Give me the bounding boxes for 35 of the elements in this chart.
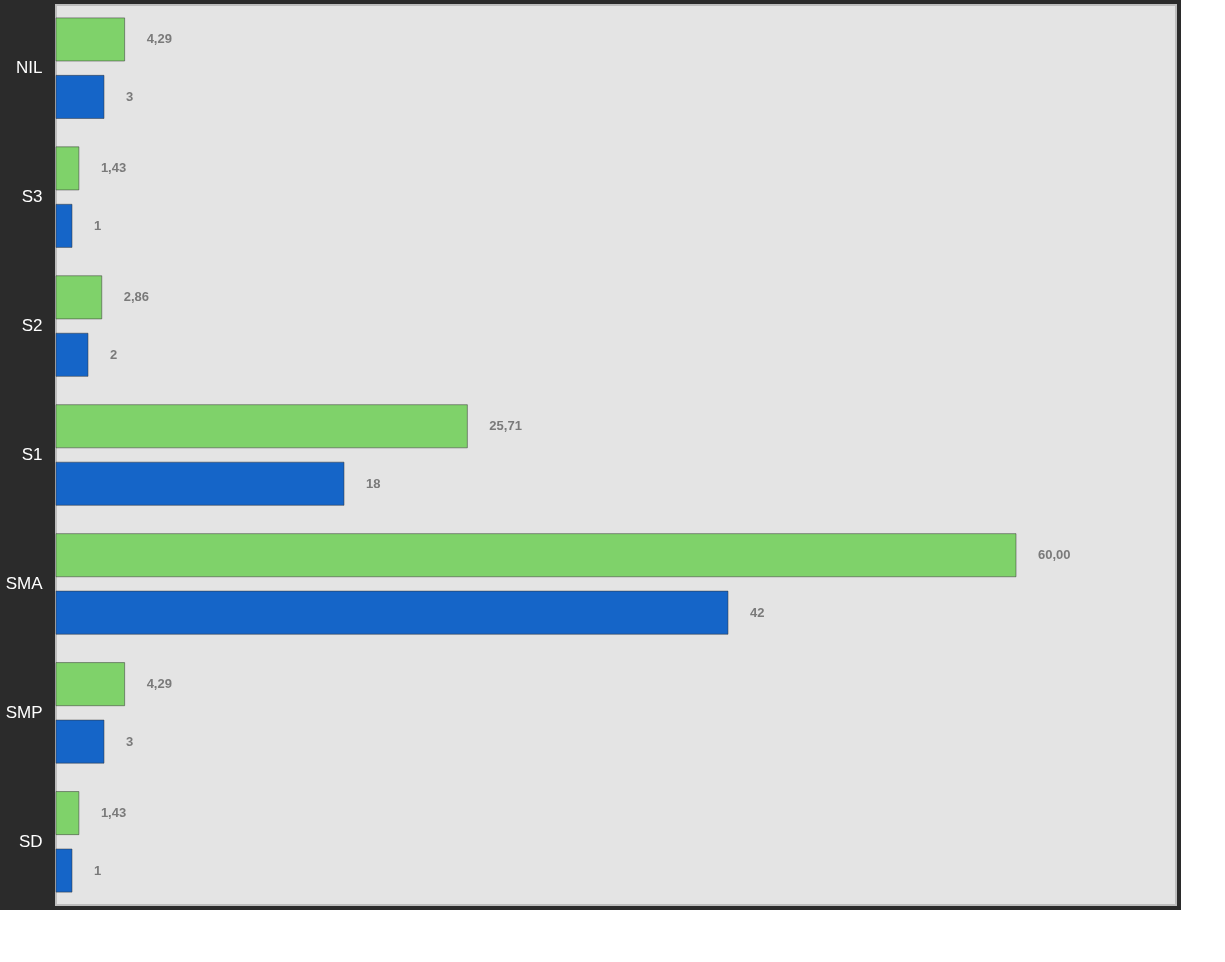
bar (55, 404, 468, 449)
data-label: 1 (94, 862, 102, 878)
y-tick-label: NIL (16, 58, 43, 78)
y-tick-label: SD (18, 831, 43, 851)
bar (55, 848, 73, 893)
bar (55, 590, 729, 635)
bar (55, 332, 89, 377)
data-label: 2,86 (123, 289, 150, 305)
data-label: 1 (94, 217, 102, 233)
data-label: 60,00 (1038, 547, 1071, 563)
y-tick-label: S3 (21, 187, 43, 207)
data-label: 42 (750, 604, 765, 620)
data-label: 3 (126, 733, 134, 749)
bar (55, 203, 73, 248)
bar (55, 791, 80, 836)
bar (55, 719, 105, 764)
bar (55, 275, 103, 320)
bar (55, 17, 126, 62)
bar (55, 533, 1017, 578)
data-label: 18 (366, 475, 381, 491)
y-tick-label: S1 (21, 445, 43, 464)
data-label: 2 (110, 346, 118, 362)
bar (55, 74, 105, 119)
data-label: 3 (126, 88, 134, 104)
data-label: 4,29 (146, 31, 172, 47)
data-label: 1,43 (100, 160, 127, 176)
data-label: 4,29 (146, 676, 172, 692)
bar (55, 146, 80, 191)
y-tick-label: SMP (5, 702, 43, 722)
y-tick-label: SMA (5, 573, 44, 593)
bar (55, 461, 345, 506)
data-label: 1,43 (100, 805, 127, 821)
bar (55, 662, 126, 707)
y-tick-label: S2 (21, 316, 43, 336)
data-label: 25,71 (489, 418, 522, 434)
